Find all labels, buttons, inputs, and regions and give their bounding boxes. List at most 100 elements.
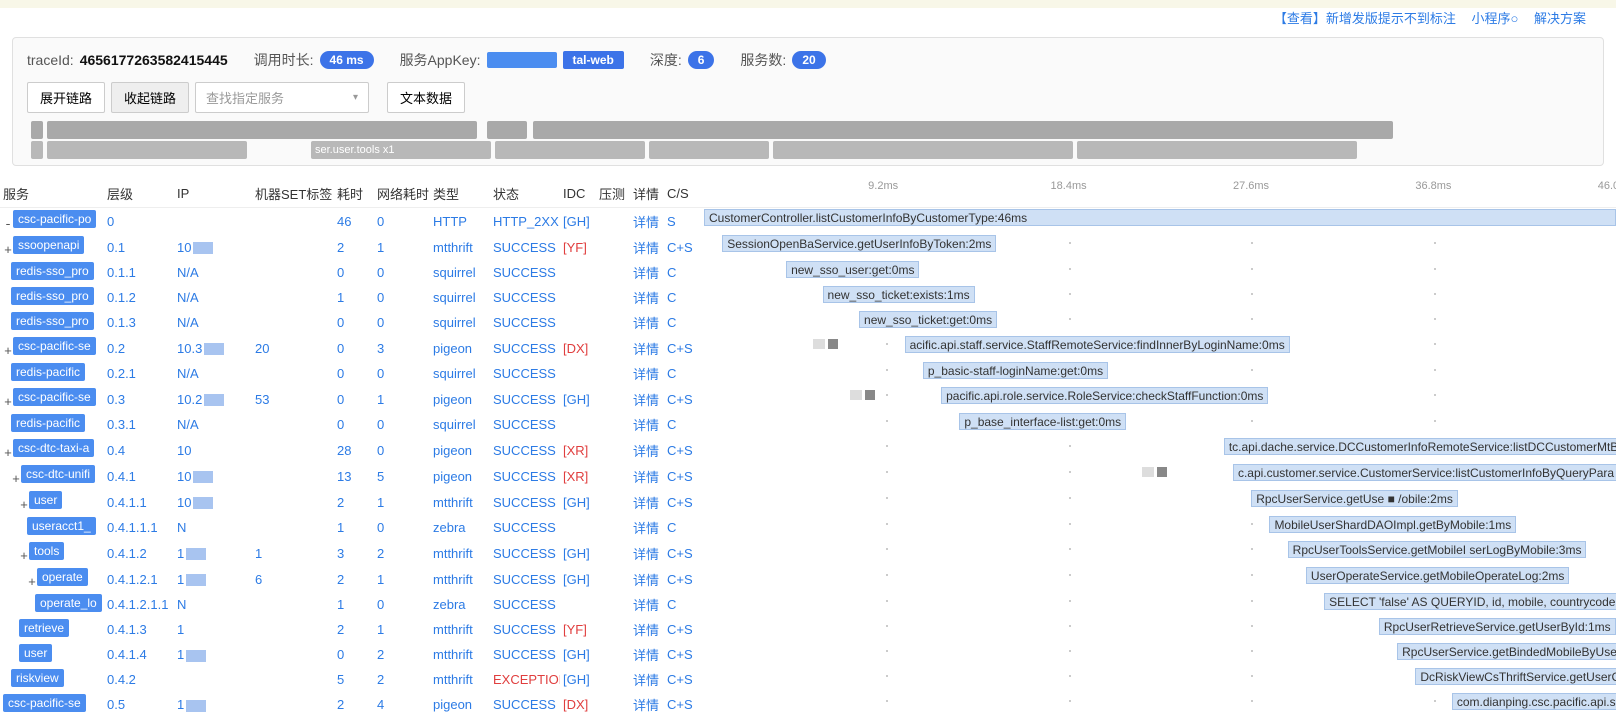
cs-link[interactable]: C — [667, 417, 676, 432]
cs-link[interactable]: C+S — [667, 443, 693, 458]
service-tag[interactable]: redis-sso_pro — [11, 287, 94, 305]
detail-link[interactable]: 详情 — [633, 470, 659, 485]
ip-link[interactable]: 10 — [177, 240, 191, 255]
ip-link[interactable]: 10.3 — [177, 341, 202, 356]
toggle-icon[interactable]: + — [3, 243, 13, 258]
cs-link[interactable]: C+S — [667, 495, 693, 510]
service-tag[interactable]: operate_lo — [35, 594, 102, 612]
level-link[interactable]: 0.2.1 — [107, 366, 136, 381]
detail-link[interactable]: 详情 — [633, 215, 659, 230]
textdata-button[interactable]: 文本数据 — [387, 82, 465, 113]
detail-link[interactable]: 详情 — [633, 648, 659, 663]
service-tag[interactable]: redis-pacific — [11, 363, 85, 381]
cost-link[interactable]: 0 — [337, 392, 344, 407]
gantt-bar[interactable]: p_base_interface-list:get:0ms — [959, 413, 1126, 430]
detail-link[interactable]: 详情 — [633, 521, 659, 536]
detail-link[interactable]: 详情 — [633, 573, 659, 588]
ip-link[interactable]: N/A — [177, 366, 199, 381]
type-link[interactable]: squirrel — [433, 315, 476, 330]
cs-link[interactable]: C — [667, 290, 676, 305]
cs-link[interactable]: C+S — [667, 469, 693, 484]
level-link[interactable]: 0.4.1.1 — [107, 495, 147, 510]
detail-link[interactable]: 详情 — [633, 673, 659, 688]
collapse-button[interactable]: 收起链路 — [111, 82, 189, 113]
toggle-icon[interactable]: + — [19, 549, 29, 564]
detail-link[interactable]: 详情 — [633, 291, 659, 306]
cs-link[interactable]: C — [667, 265, 676, 280]
type-link[interactable]: pigeon — [433, 341, 472, 356]
gantt-bar[interactable]: new_sso_user:get:0ms — [786, 261, 919, 278]
service-tag[interactable]: csc-pacific-se — [3, 694, 86, 712]
ip-link[interactable]: N/A — [177, 417, 199, 432]
netcost-link[interactable]: 0 — [377, 214, 384, 229]
level-link[interactable]: 0 — [107, 214, 114, 229]
service-tag[interactable]: csc-pacific-se — [13, 388, 96, 406]
netcost-link[interactable]: 1 — [377, 392, 384, 407]
detail-link[interactable]: 详情 — [633, 496, 659, 511]
netcost-link[interactable]: 2 — [377, 546, 384, 561]
gantt-bar[interactable]: MobileUserShardDAOImpl.getByMobile:1ms — [1269, 516, 1516, 533]
detail-link[interactable]: 详情 — [633, 266, 659, 281]
type-link[interactable]: squirrel — [433, 366, 476, 381]
cost-link[interactable]: 2 — [337, 572, 344, 587]
detail-link[interactable]: 详情 — [633, 393, 659, 408]
netcost-link[interactable]: 0 — [377, 290, 384, 305]
service-tag[interactable]: csc-pacific-se — [13, 337, 96, 355]
gantt-bar[interactable]: SessionOpenBaService.getUserInfoByToken:… — [722, 235, 996, 252]
level-link[interactable]: 0.1.2 — [107, 290, 136, 305]
cs-link[interactable]: C — [667, 520, 676, 535]
cost-link[interactable]: 0 — [337, 647, 344, 662]
level-link[interactable]: 0.4.1.2 — [107, 546, 147, 561]
toggle-icon[interactable]: + — [27, 575, 37, 590]
ip-link[interactable]: 1 — [177, 572, 184, 587]
level-link[interactable]: 0.3 — [107, 392, 125, 407]
detail-link[interactable]: 详情 — [633, 698, 659, 713]
cost-link[interactable]: 2 — [337, 495, 344, 510]
cost-link[interactable]: 0 — [337, 341, 344, 356]
service-tag[interactable]: useracct1_ — [27, 517, 96, 535]
cs-link[interactable]: C+S — [667, 392, 693, 407]
gantt-bar[interactable]: tc.api.dache.service.DCCustomerInfoRemot… — [1224, 438, 1616, 455]
type-link[interactable]: pigeon — [433, 469, 472, 484]
level-link[interactable]: 0.3.1 — [107, 417, 136, 432]
cost-link[interactable]: 1 — [337, 597, 344, 612]
cost-link[interactable]: 3 — [337, 546, 344, 561]
cost-link[interactable]: 1 — [337, 290, 344, 305]
ip-link[interactable]: 1 — [177, 546, 184, 561]
service-tag[interactable]: tools — [29, 542, 64, 560]
service-tag[interactable]: csc-pacific-po — [13, 210, 96, 228]
gantt-bar[interactable]: RpcUserService.getUse ■ /obile:2ms — [1251, 490, 1458, 507]
level-link[interactable]: 0.4.1.2.1.1 — [107, 597, 168, 612]
toggle-icon[interactable]: + — [11, 472, 21, 487]
detail-link[interactable]: 详情 — [633, 241, 659, 256]
cost-link[interactable]: 0 — [337, 366, 344, 381]
level-link[interactable]: 0.4.1 — [107, 469, 136, 484]
ip-link[interactable]: 1 — [177, 647, 184, 662]
gantt-bar[interactable]: DcRiskViewCsThriftService.getUserCompens… — [1415, 668, 1616, 685]
type-link[interactable]: mtthrift — [433, 622, 473, 637]
level-link[interactable]: 0.5 — [107, 697, 125, 712]
expand-button[interactable]: 展开链路 — [27, 82, 105, 113]
gantt-bar[interactable]: RpcUserService.getBindedMobileByUserId:0… — [1397, 643, 1616, 660]
cost-link[interactable]: 0 — [337, 265, 344, 280]
cs-link[interactable]: C+S — [667, 672, 693, 687]
gantt-bar[interactable]: c.api.customer.service.CustomerService:l… — [1233, 464, 1616, 481]
cs-link[interactable]: C+S — [667, 546, 693, 561]
toggle-icon[interactable]: + — [3, 344, 13, 359]
netcost-link[interactable]: 0 — [377, 417, 384, 432]
level-link[interactable]: 0.4 — [107, 443, 125, 458]
gantt-bar[interactable]: p_basic-staff-loginName:get:0ms — [923, 362, 1108, 379]
service-tag[interactable]: redis-sso_pro — [11, 312, 94, 330]
top-link-3[interactable]: 解决方案 — [1534, 11, 1586, 26]
cs-link[interactable]: C+S — [667, 697, 693, 712]
ip-link[interactable]: N/A — [177, 290, 199, 305]
level-link[interactable]: 0.4.1.3 — [107, 622, 147, 637]
level-link[interactable]: 0.4.2 — [107, 672, 136, 687]
ip-link[interactable]: 1 — [177, 622, 184, 637]
service-tag[interactable]: user — [19, 644, 52, 662]
gantt-bar[interactable]: pacific.api.role.service.RoleService:che… — [941, 387, 1268, 404]
type-link[interactable]: mtthrift — [433, 647, 473, 662]
type-link[interactable]: pigeon — [433, 443, 472, 458]
ip-link[interactable]: N/A — [177, 265, 199, 280]
cs-link[interactable]: C — [667, 366, 676, 381]
